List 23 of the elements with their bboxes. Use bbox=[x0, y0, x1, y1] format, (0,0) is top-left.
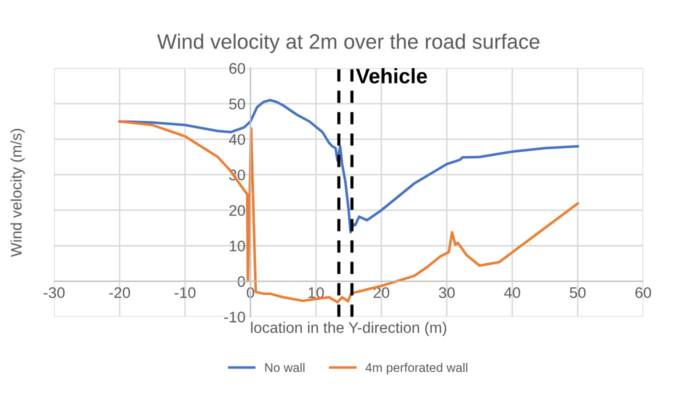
x-tick-label: -20 bbox=[109, 287, 130, 298]
x-tick-label: 20 bbox=[374, 287, 390, 298]
x-tick-label: 30 bbox=[438, 287, 455, 298]
x-axis-title: location in the Y-direction (m) bbox=[251, 322, 446, 336]
ref-line-label: Vehicle bbox=[356, 68, 427, 84]
y-tick-label: 10 bbox=[230, 240, 246, 252]
legend-label: 4m perforated wall bbox=[366, 362, 468, 374]
legend-label: No wall bbox=[265, 362, 304, 372]
y-tick-label: 0 bbox=[238, 276, 246, 287]
y-tick-label: 20 bbox=[229, 205, 246, 216]
y-tick-label: 40 bbox=[228, 134, 246, 145]
x-tick-label: -30 bbox=[44, 287, 65, 298]
y-tick-label: -10 bbox=[224, 312, 246, 322]
chart-title: Wind velocity at 2m over the road surface bbox=[157, 34, 540, 54]
y-tick-label: 60 bbox=[229, 63, 246, 74]
x-tick-label: 40 bbox=[504, 287, 520, 298]
x-tick-label: 60 bbox=[635, 287, 652, 298]
y-axis-title: Wind velocity (m/s) bbox=[10, 128, 25, 257]
y-tick-label: 50 bbox=[229, 98, 246, 110]
x-tick-label: 10 bbox=[308, 287, 324, 298]
x-tick-label: 50 bbox=[570, 287, 586, 298]
x-tick-label: -10 bbox=[174, 287, 196, 298]
line-series bbox=[118, 98, 579, 234]
